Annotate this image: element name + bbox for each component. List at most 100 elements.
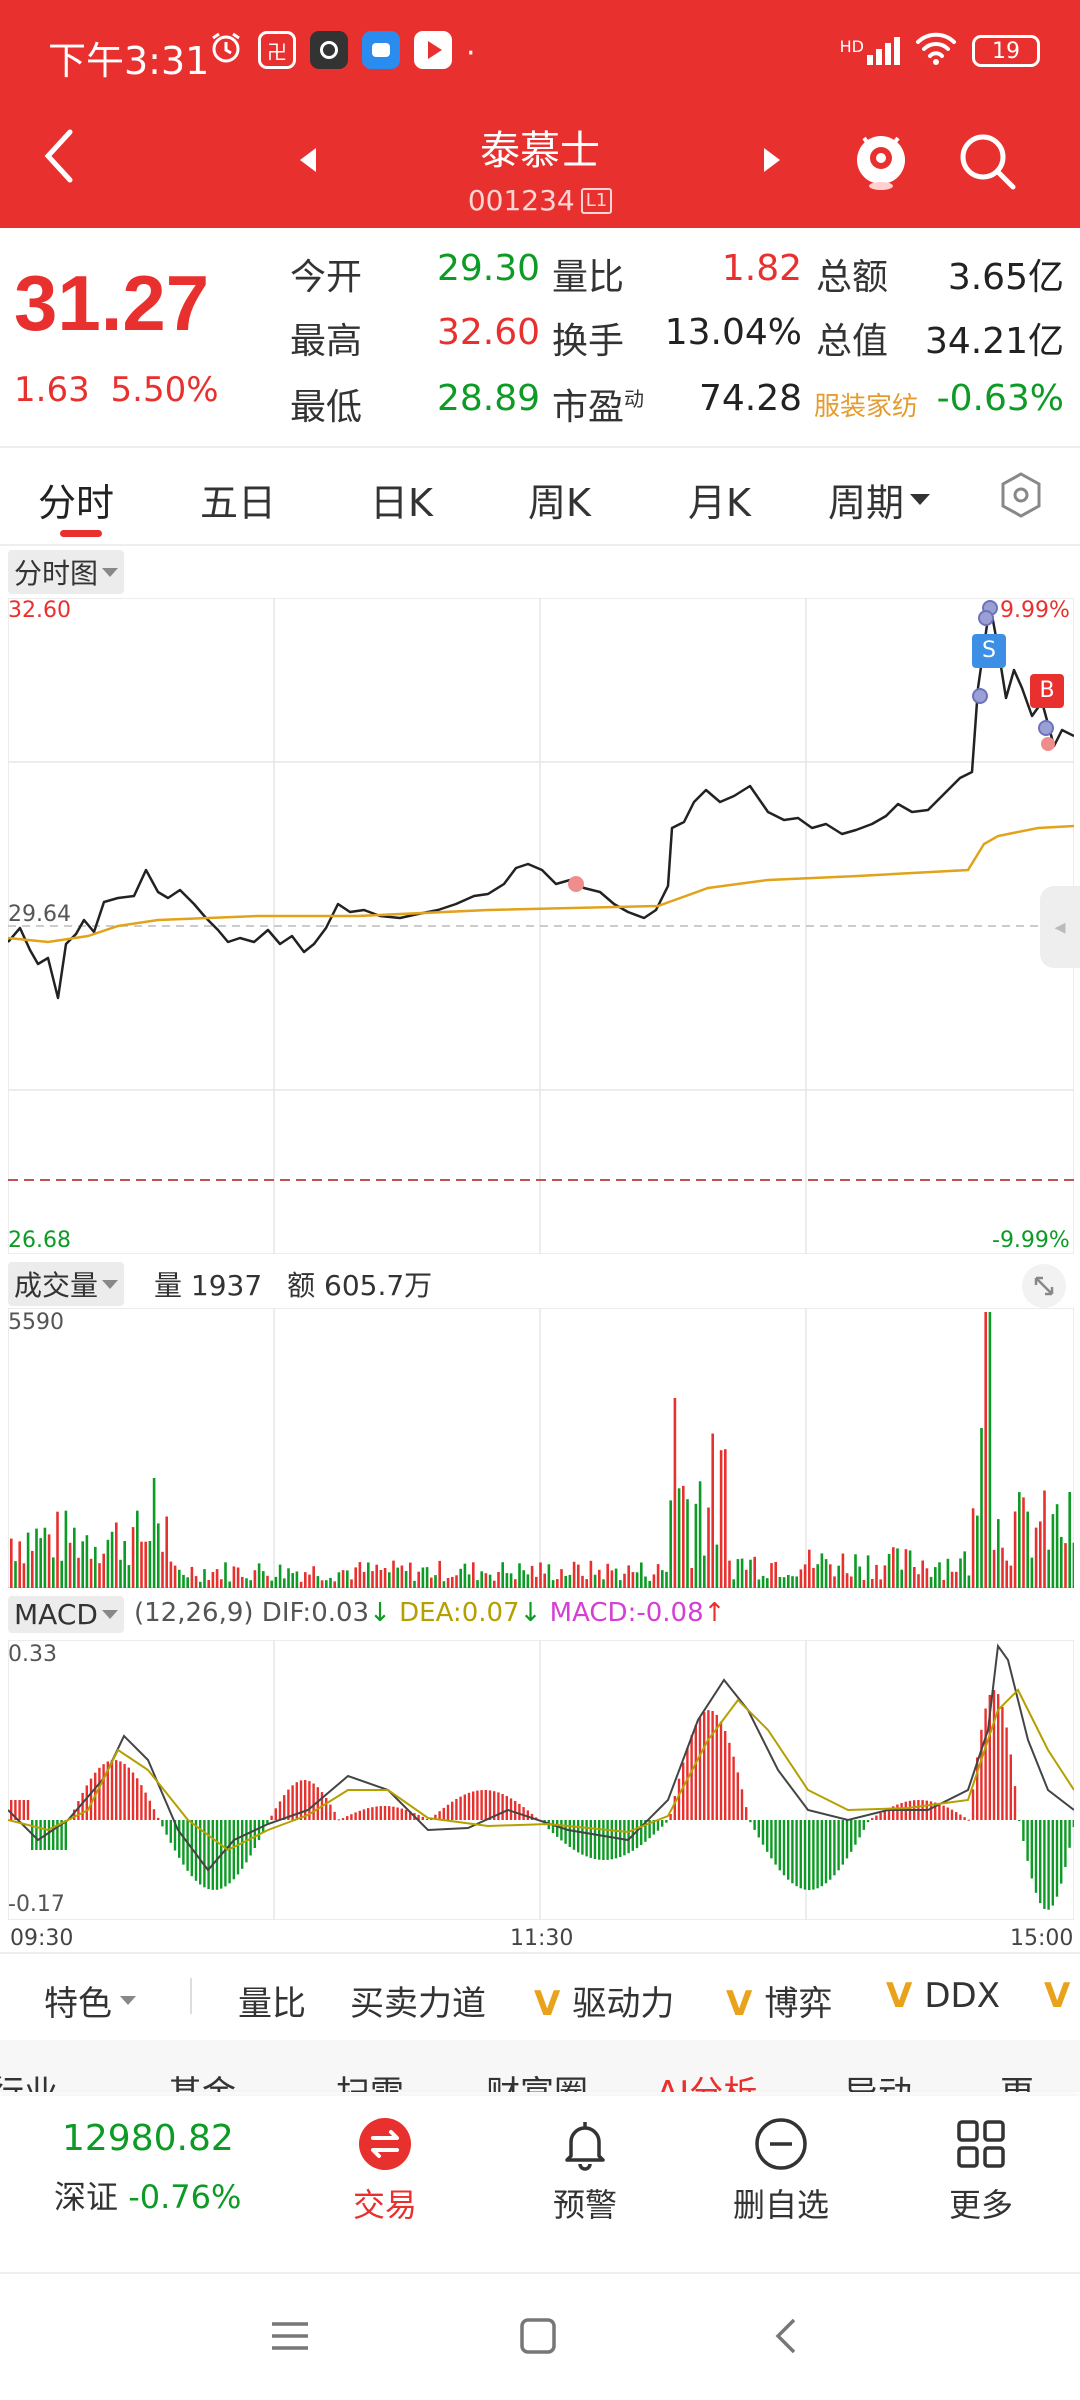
change-amount: 1.63: [14, 370, 90, 410]
volume-bar: [837, 1565, 840, 1588]
macd-bar: [686, 1747, 689, 1820]
tab-five-day[interactable]: 五日: [200, 481, 277, 525]
volume-bar: [602, 1579, 605, 1588]
side-panel-handle[interactable]: ◂: [1040, 886, 1080, 968]
volume-chart-tag[interactable]: 成交量: [8, 1262, 125, 1306]
back-button[interactable]: [40, 126, 80, 186]
volume-bar: [140, 1541, 143, 1588]
volume-bar: [442, 1581, 446, 1588]
trade-button[interactable]: 交易: [310, 2116, 460, 2226]
indicator-driving-force[interactable]: V 驱动力: [534, 1984, 675, 2024]
macd-bar: [228, 1820, 231, 1884]
macd-bar: [1009, 1754, 1012, 1820]
index-value[interactable]: 12980.82: [62, 2118, 234, 2159]
sub-tab-industry[interactable]: 行业: [0, 2066, 58, 2092]
alert-button[interactable]: 预警: [510, 2116, 660, 2226]
tab-intraday[interactable]: 分时: [38, 481, 115, 525]
volume-bar: [543, 1573, 546, 1588]
volume-bar: [1072, 1542, 1074, 1588]
sell-marker[interactable]: S: [972, 634, 1006, 668]
divider: [0, 544, 1080, 546]
macd-bar: [988, 1694, 991, 1820]
macd-bar: [119, 1761, 122, 1820]
volume-bar: [929, 1576, 933, 1588]
macd-bar: [589, 1820, 592, 1858]
vip-v-icon: V: [534, 1984, 561, 2024]
index-label[interactable]: 深证 -0.76%: [54, 2178, 242, 2216]
tab-period[interactable]: 周期: [828, 472, 931, 527]
sub-tab-ai-analysis[interactable]: AI分析: [656, 2066, 757, 2092]
macd-bar: [593, 1820, 597, 1859]
macd-bar: [144, 1792, 147, 1820]
home-icon[interactable]: [516, 2314, 560, 2362]
volume-bar: [178, 1569, 181, 1588]
macd-bar: [131, 1772, 135, 1820]
volume-bar: [68, 1542, 72, 1588]
buy-marker[interactable]: B: [1030, 674, 1064, 708]
volume-bar: [820, 1553, 824, 1588]
prev-stock-button[interactable]: [298, 146, 320, 178]
remove-watchlist-button[interactable]: 删自选: [706, 2116, 856, 2226]
tab-monthly-k[interactable]: 月K: [688, 481, 751, 525]
low-label: 最低: [290, 387, 363, 428]
sub-tab-wealth-circle[interactable]: 财富圈: [486, 2066, 588, 2092]
expand-chart-icon[interactable]: [1022, 1264, 1066, 1308]
volume-bar: [26, 1532, 30, 1588]
macd-bar: [833, 1820, 836, 1876]
search-icon[interactable]: [956, 130, 1018, 192]
indicator-buy-sell-power[interactable]: 买卖力道: [350, 1984, 486, 2024]
volume-bar: [833, 1576, 836, 1588]
tab-daily-k[interactable]: 日K: [370, 481, 433, 525]
minus-circle-icon: [753, 2116, 809, 2172]
indicator-featured[interactable]: 特色: [44, 1976, 136, 2025]
volume-bar: [295, 1571, 299, 1588]
volume-bar: [509, 1573, 513, 1588]
intraday-chart-tag[interactable]: 分时图: [8, 550, 125, 594]
volume-bar: [984, 1312, 987, 1588]
volume-bar: [669, 1500, 672, 1588]
macd-bar: [257, 1820, 261, 1841]
sub-tab-movement[interactable]: 异动: [844, 2066, 912, 2092]
macd-bar: [1055, 1820, 1059, 1897]
macd-bar: [753, 1820, 756, 1830]
robot-assistant-icon[interactable]: [850, 126, 912, 192]
volume-bar: [770, 1563, 773, 1588]
indicator-ddx[interactable]: V DDX: [886, 1976, 1000, 2016]
macd-bar: [18, 1800, 21, 1820]
macd-bar: [677, 1778, 681, 1820]
volume-bar: [1039, 1521, 1042, 1588]
system-back-icon[interactable]: [764, 2314, 808, 2362]
indicator-volume-ratio[interactable]: 量比: [238, 1984, 306, 2024]
event-marker: [568, 876, 584, 892]
volume-chart: [8, 1308, 1074, 1588]
divider: [0, 446, 1080, 448]
macd-bar: [505, 1796, 508, 1820]
volume-bar: [312, 1566, 315, 1588]
volume-bar: [875, 1564, 878, 1588]
volume-bar: [102, 1553, 105, 1588]
volume-bar: [283, 1578, 286, 1588]
volume-bar: [505, 1573, 509, 1588]
macd-bar: [371, 1807, 374, 1820]
tab-weekly-k[interactable]: 周K: [528, 481, 591, 525]
settings-hexagon-icon[interactable]: [996, 470, 1046, 520]
indicator-game[interactable]: V 博弈: [726, 1984, 833, 2024]
level-badge: L1: [580, 187, 613, 214]
wifi-icon: [914, 30, 958, 72]
caret-down-icon: [910, 494, 931, 505]
more-button[interactable]: 更多: [906, 2116, 1056, 2226]
next-stock-button[interactable]: [760, 146, 782, 178]
menu-icon[interactable]: [268, 2314, 312, 2362]
industry-link[interactable]: 服装家纺: [814, 392, 919, 422]
mktcap-value: 34.21亿: [924, 321, 1064, 362]
alarm-icon: [208, 30, 244, 70]
sub-tab-fund[interactable]: 基金: [168, 2066, 236, 2092]
macd-chart-tag[interactable]: MACD: [8, 1596, 124, 1633]
volume-max-label: 5590: [8, 1310, 64, 1335]
macd-bar: [207, 1820, 210, 1890]
volume-bar: [614, 1568, 618, 1588]
macd-bar: [648, 1820, 651, 1839]
sub-tab-minesweep[interactable]: 扫雷: [336, 2066, 404, 2092]
stock-name: 泰慕士: [480, 128, 600, 174]
sub-tab-more[interactable]: 更: [1000, 2066, 1034, 2092]
